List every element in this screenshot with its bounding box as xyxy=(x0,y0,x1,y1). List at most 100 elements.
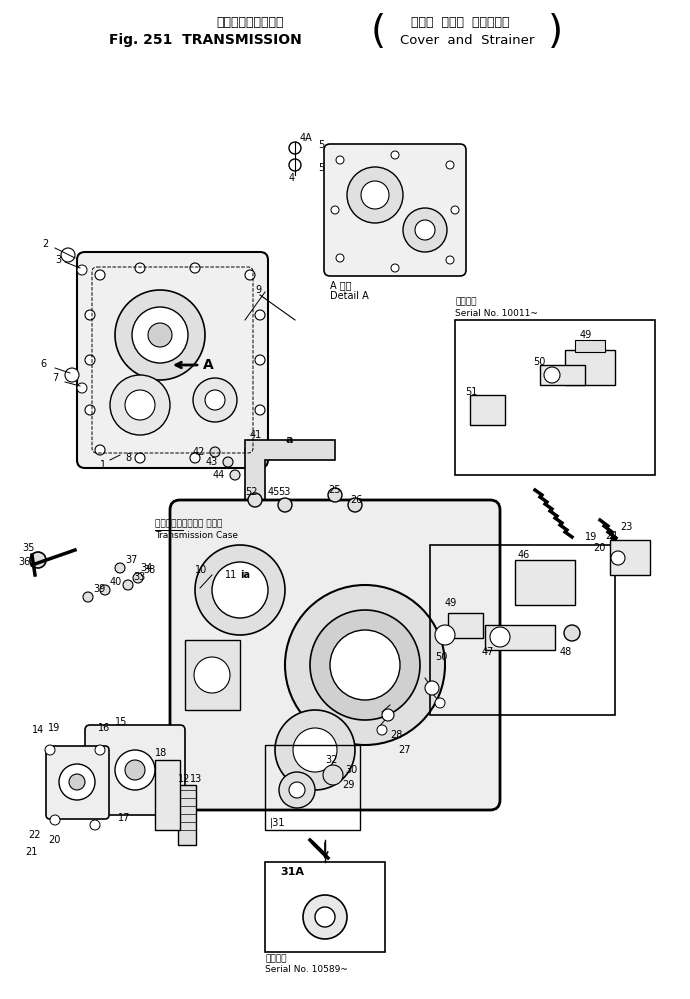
Circle shape xyxy=(85,405,95,415)
Text: 36: 36 xyxy=(18,557,30,567)
Circle shape xyxy=(446,256,454,264)
Circle shape xyxy=(50,815,60,825)
Text: 13: 13 xyxy=(190,774,202,784)
Circle shape xyxy=(115,750,155,790)
Text: Transmission Case: Transmission Case xyxy=(155,530,238,539)
Text: 11: 11 xyxy=(225,570,237,580)
Text: 30: 30 xyxy=(345,765,357,775)
Bar xyxy=(515,560,575,605)
Circle shape xyxy=(135,453,145,463)
Circle shape xyxy=(382,709,394,721)
Text: 19: 19 xyxy=(585,532,598,542)
Bar xyxy=(485,625,555,650)
Circle shape xyxy=(330,630,400,700)
Circle shape xyxy=(255,405,265,415)
Circle shape xyxy=(59,764,95,800)
Circle shape xyxy=(123,580,133,590)
Circle shape xyxy=(95,745,105,755)
Text: 21: 21 xyxy=(25,847,37,857)
Bar xyxy=(185,640,240,710)
Text: カバー  および  ストレーナ: カバー および ストレーナ xyxy=(411,16,509,29)
Circle shape xyxy=(328,488,342,502)
Text: 15: 15 xyxy=(115,717,128,727)
Circle shape xyxy=(336,156,344,164)
Circle shape xyxy=(125,760,145,780)
Circle shape xyxy=(223,457,233,467)
Circle shape xyxy=(361,181,389,209)
Circle shape xyxy=(435,698,445,708)
Text: 50: 50 xyxy=(533,357,545,367)
Text: 49: 49 xyxy=(580,330,592,340)
Circle shape xyxy=(348,498,362,512)
FancyBboxPatch shape xyxy=(77,252,268,468)
Text: 8: 8 xyxy=(125,453,131,463)
Text: 22: 22 xyxy=(28,830,41,840)
Text: 49: 49 xyxy=(445,598,457,608)
Text: 12: 12 xyxy=(178,774,190,784)
Circle shape xyxy=(194,657,230,693)
Text: 41: 41 xyxy=(250,430,262,440)
Text: 38: 38 xyxy=(143,565,155,575)
Bar xyxy=(265,862,385,952)
Text: 適用号機: 適用号機 xyxy=(455,298,477,307)
Bar xyxy=(470,395,505,425)
Text: トランスミッション: トランスミッション xyxy=(216,16,284,29)
Circle shape xyxy=(336,254,344,262)
Text: 53: 53 xyxy=(278,487,290,497)
Text: 33: 33 xyxy=(133,572,146,582)
Text: 51: 51 xyxy=(465,387,477,397)
Circle shape xyxy=(245,270,255,280)
Text: 39: 39 xyxy=(93,584,106,594)
Circle shape xyxy=(315,907,335,927)
Text: 47: 47 xyxy=(482,647,494,657)
Bar xyxy=(448,613,483,638)
Circle shape xyxy=(377,725,387,735)
Circle shape xyxy=(85,355,95,365)
FancyBboxPatch shape xyxy=(170,500,500,810)
Text: 4A: 4A xyxy=(300,133,313,143)
Circle shape xyxy=(255,355,265,365)
Bar xyxy=(455,320,655,475)
Circle shape xyxy=(115,290,205,380)
Text: ): ) xyxy=(547,13,562,51)
Bar xyxy=(565,350,615,385)
Text: 29: 29 xyxy=(342,780,355,790)
Text: Fig. 251  TRANSMISSION: Fig. 251 TRANSMISSION xyxy=(108,33,302,47)
Circle shape xyxy=(245,445,255,455)
Text: 28: 28 xyxy=(390,730,402,740)
Circle shape xyxy=(564,625,580,641)
Text: 2: 2 xyxy=(42,239,48,249)
Text: 10: 10 xyxy=(195,565,207,575)
Text: 23: 23 xyxy=(620,522,632,532)
Circle shape xyxy=(61,248,75,262)
Circle shape xyxy=(303,895,347,939)
Circle shape xyxy=(90,820,100,830)
Text: 31A: 31A xyxy=(280,867,304,877)
Bar xyxy=(540,365,585,385)
Text: 16: 16 xyxy=(98,723,110,733)
Text: a: a xyxy=(285,435,293,445)
FancyBboxPatch shape xyxy=(324,144,466,276)
Circle shape xyxy=(248,493,262,507)
Circle shape xyxy=(544,367,560,383)
Text: 50: 50 xyxy=(435,652,447,662)
Text: Cover  and  Strainer: Cover and Strainer xyxy=(400,34,534,47)
Text: A: A xyxy=(203,358,214,372)
Bar xyxy=(430,545,615,715)
Text: 適用号機: 適用号機 xyxy=(265,954,286,963)
Text: 27: 27 xyxy=(398,745,411,755)
Text: ia: ia xyxy=(240,570,250,580)
Text: Serial No. 10589~: Serial No. 10589~ xyxy=(265,965,348,974)
Circle shape xyxy=(212,562,268,618)
Circle shape xyxy=(289,159,301,171)
Circle shape xyxy=(391,264,399,272)
Circle shape xyxy=(190,453,200,463)
Circle shape xyxy=(65,368,79,382)
Text: 24: 24 xyxy=(605,531,618,541)
Text: 32: 32 xyxy=(325,755,337,765)
Circle shape xyxy=(289,782,305,798)
Circle shape xyxy=(279,772,315,808)
Text: 52: 52 xyxy=(245,487,257,497)
Text: Serial No. 10011~: Serial No. 10011~ xyxy=(455,309,538,318)
Text: 37: 37 xyxy=(125,555,137,565)
